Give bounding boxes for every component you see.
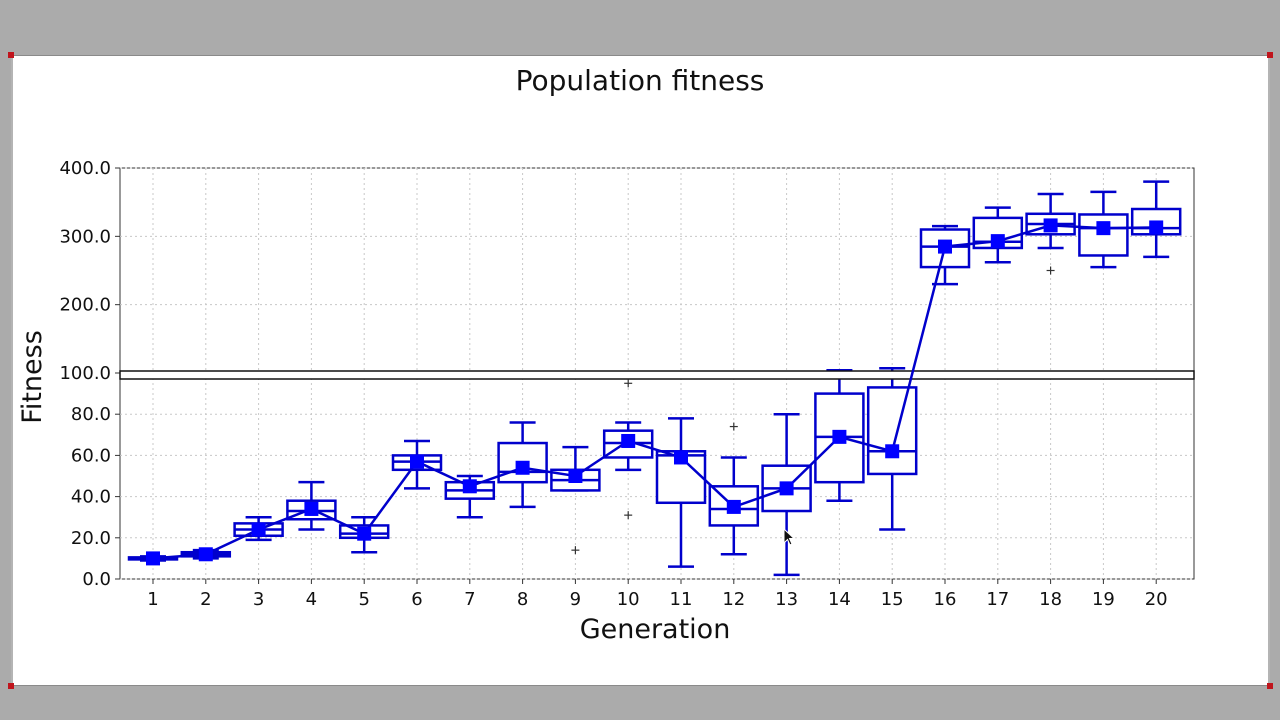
box-iqr-rect	[919, 228, 971, 269]
mean-marker	[304, 501, 319, 516]
mean-marker	[938, 239, 952, 254]
outlier-marker	[624, 379, 633, 388]
mean-marker	[990, 234, 1005, 249]
x-tick-label: 2	[200, 589, 211, 610]
y-tick-label: 40.0	[71, 487, 111, 508]
resize-handle-top-left[interactable]	[8, 52, 14, 58]
axis-break-band	[119, 370, 1195, 380]
plot-area: 0.0 20.0 40.0 60.0 80.0 100.0 200.0 300.0 400.0 1…	[59, 158, 1195, 610]
x-tick-label: 13	[775, 589, 798, 610]
mean-marker	[1043, 218, 1058, 233]
mean-marker	[568, 469, 583, 483]
mean-marker	[1096, 221, 1111, 236]
resize-handle-bottom-left[interactable]	[8, 683, 14, 689]
mean-marker	[832, 429, 847, 444]
y-tick-label: 200.0	[59, 295, 111, 316]
x-tick-label: 4	[306, 589, 317, 610]
x-tick-label: 17	[986, 589, 1009, 610]
y-tick-label: 400.0	[59, 158, 111, 179]
x-axis-label: Generation	[580, 614, 731, 645]
x-tick-label: 12	[722, 589, 745, 610]
x-tick-label: 20	[1145, 589, 1168, 610]
mouse-pointer-icon	[783, 528, 796, 546]
x-tick-label: 8	[517, 589, 528, 610]
x-tick-label: 7	[464, 589, 475, 610]
x-tick-label: 3	[253, 589, 264, 610]
mean-marker	[674, 450, 688, 465]
mean-marker	[621, 433, 636, 448]
mean-marker	[1149, 220, 1164, 235]
outlier-marker	[729, 422, 738, 431]
mean-marker	[146, 551, 160, 566]
mean-marker	[198, 547, 213, 562]
x-tick-label: 9	[570, 589, 581, 610]
x-tick-label: 1	[147, 589, 158, 610]
mean-marker	[251, 522, 266, 537]
mean-marker	[779, 481, 794, 496]
mean-marker	[357, 526, 372, 541]
y-tick-label: 20.0	[71, 528, 111, 549]
box-gen-15	[866, 366, 918, 531]
box-gen-16	[919, 224, 971, 286]
resize-handle-top-right[interactable]	[1267, 52, 1273, 58]
box-gen-5	[338, 515, 390, 554]
outlier-marker	[1046, 266, 1055, 275]
x-tick-label: 16	[934, 589, 957, 610]
mean-line	[152, 224, 1157, 560]
mean-marker	[885, 444, 900, 459]
y-axis-label: Fitness	[17, 330, 48, 424]
x-tick-label: 14	[828, 589, 851, 610]
y-tick-label: 60.0	[71, 445, 111, 466]
box-iqr-rect	[866, 386, 918, 476]
mean-marker	[726, 499, 741, 514]
y-tick-label: 80.0	[71, 404, 111, 425]
x-tick-label: 5	[358, 589, 369, 610]
x-tick-label: 15	[881, 589, 904, 610]
x-tick-label: 19	[1092, 589, 1115, 610]
y-tick-label: 0.0	[82, 569, 111, 590]
outlier-marker	[624, 511, 633, 520]
chart-title: Population fitness	[516, 64, 765, 97]
y-tick-label: 300.0	[59, 226, 111, 247]
resize-handle-bottom-right[interactable]	[1267, 683, 1273, 689]
outlier-marker	[571, 546, 580, 555]
x-tick-label: 10	[617, 589, 640, 610]
x-tick-label: 6	[411, 589, 422, 610]
box-gen-13	[761, 412, 812, 577]
x-tick-label: 18	[1039, 589, 1062, 610]
mean-marker	[410, 454, 424, 469]
y-tick-label: 100.0	[59, 363, 111, 384]
mean-marker	[462, 479, 477, 494]
box-gen-12	[708, 456, 760, 556]
x-tick-label: 11	[670, 589, 693, 610]
mean-marker	[515, 460, 530, 475]
